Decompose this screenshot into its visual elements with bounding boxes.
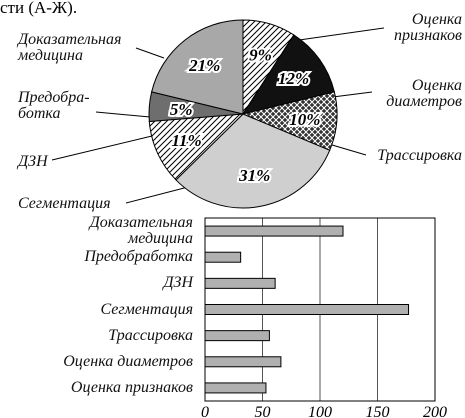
slice-category-label: Оценка признаков xyxy=(394,11,462,44)
leader-line xyxy=(51,135,153,161)
leader-line xyxy=(125,185,193,204)
slice-category-label: Доказательная медицина xyxy=(18,31,122,64)
pie-slice xyxy=(148,113,245,181)
leader-lines xyxy=(51,27,385,204)
x-tick-label: 0 xyxy=(201,404,209,418)
bar xyxy=(204,330,270,342)
bar xyxy=(204,304,410,315)
bar xyxy=(204,225,344,237)
bar xyxy=(204,382,267,394)
slice-category-label: Предобра- ботка xyxy=(18,89,90,122)
pie-slice xyxy=(175,113,331,209)
slice-category-label: Оценка диаметров xyxy=(386,77,462,110)
slice-category-label: Сегментация xyxy=(18,195,111,212)
slice-category-label: ДЗН xyxy=(18,153,48,170)
slice-value-label: 10% xyxy=(289,110,320,129)
x-tick-label: 50 xyxy=(255,404,271,418)
y-category-label: Оценка признаков xyxy=(70,378,193,396)
y-category-label: Оценка диаметров xyxy=(63,352,193,370)
y-category-label: Доказательная медицина xyxy=(89,214,193,248)
caption-fragment: сти (А-Ж). xyxy=(0,0,78,17)
y-category-label: Трассировка xyxy=(108,326,193,344)
bar xyxy=(204,277,276,289)
slice-value-label: 31% xyxy=(238,166,270,185)
y-category-label: Предобработка xyxy=(84,248,193,266)
pie-slice xyxy=(241,34,335,115)
slice-value-label: 9% xyxy=(249,45,272,64)
y-category-label: Сегментация xyxy=(100,300,193,318)
x-tick-label: 100 xyxy=(308,404,332,418)
leader-line xyxy=(95,111,151,118)
slice-value-label: 21% xyxy=(188,56,220,75)
slice-category-label: Трассировка xyxy=(377,147,462,164)
x-tick-label: 200 xyxy=(423,404,447,418)
x-tick-label: 150 xyxy=(366,404,390,418)
slice-value-label: 12% xyxy=(278,69,309,88)
slice-value-label: 5% xyxy=(170,100,193,119)
bar xyxy=(204,251,242,263)
slice-value-label: 11% xyxy=(171,131,201,150)
y-category-label: ДЗН xyxy=(163,274,193,292)
leader-line xyxy=(135,47,165,59)
bar xyxy=(204,356,282,368)
pie-slice xyxy=(151,19,244,115)
leader-line xyxy=(284,27,385,43)
